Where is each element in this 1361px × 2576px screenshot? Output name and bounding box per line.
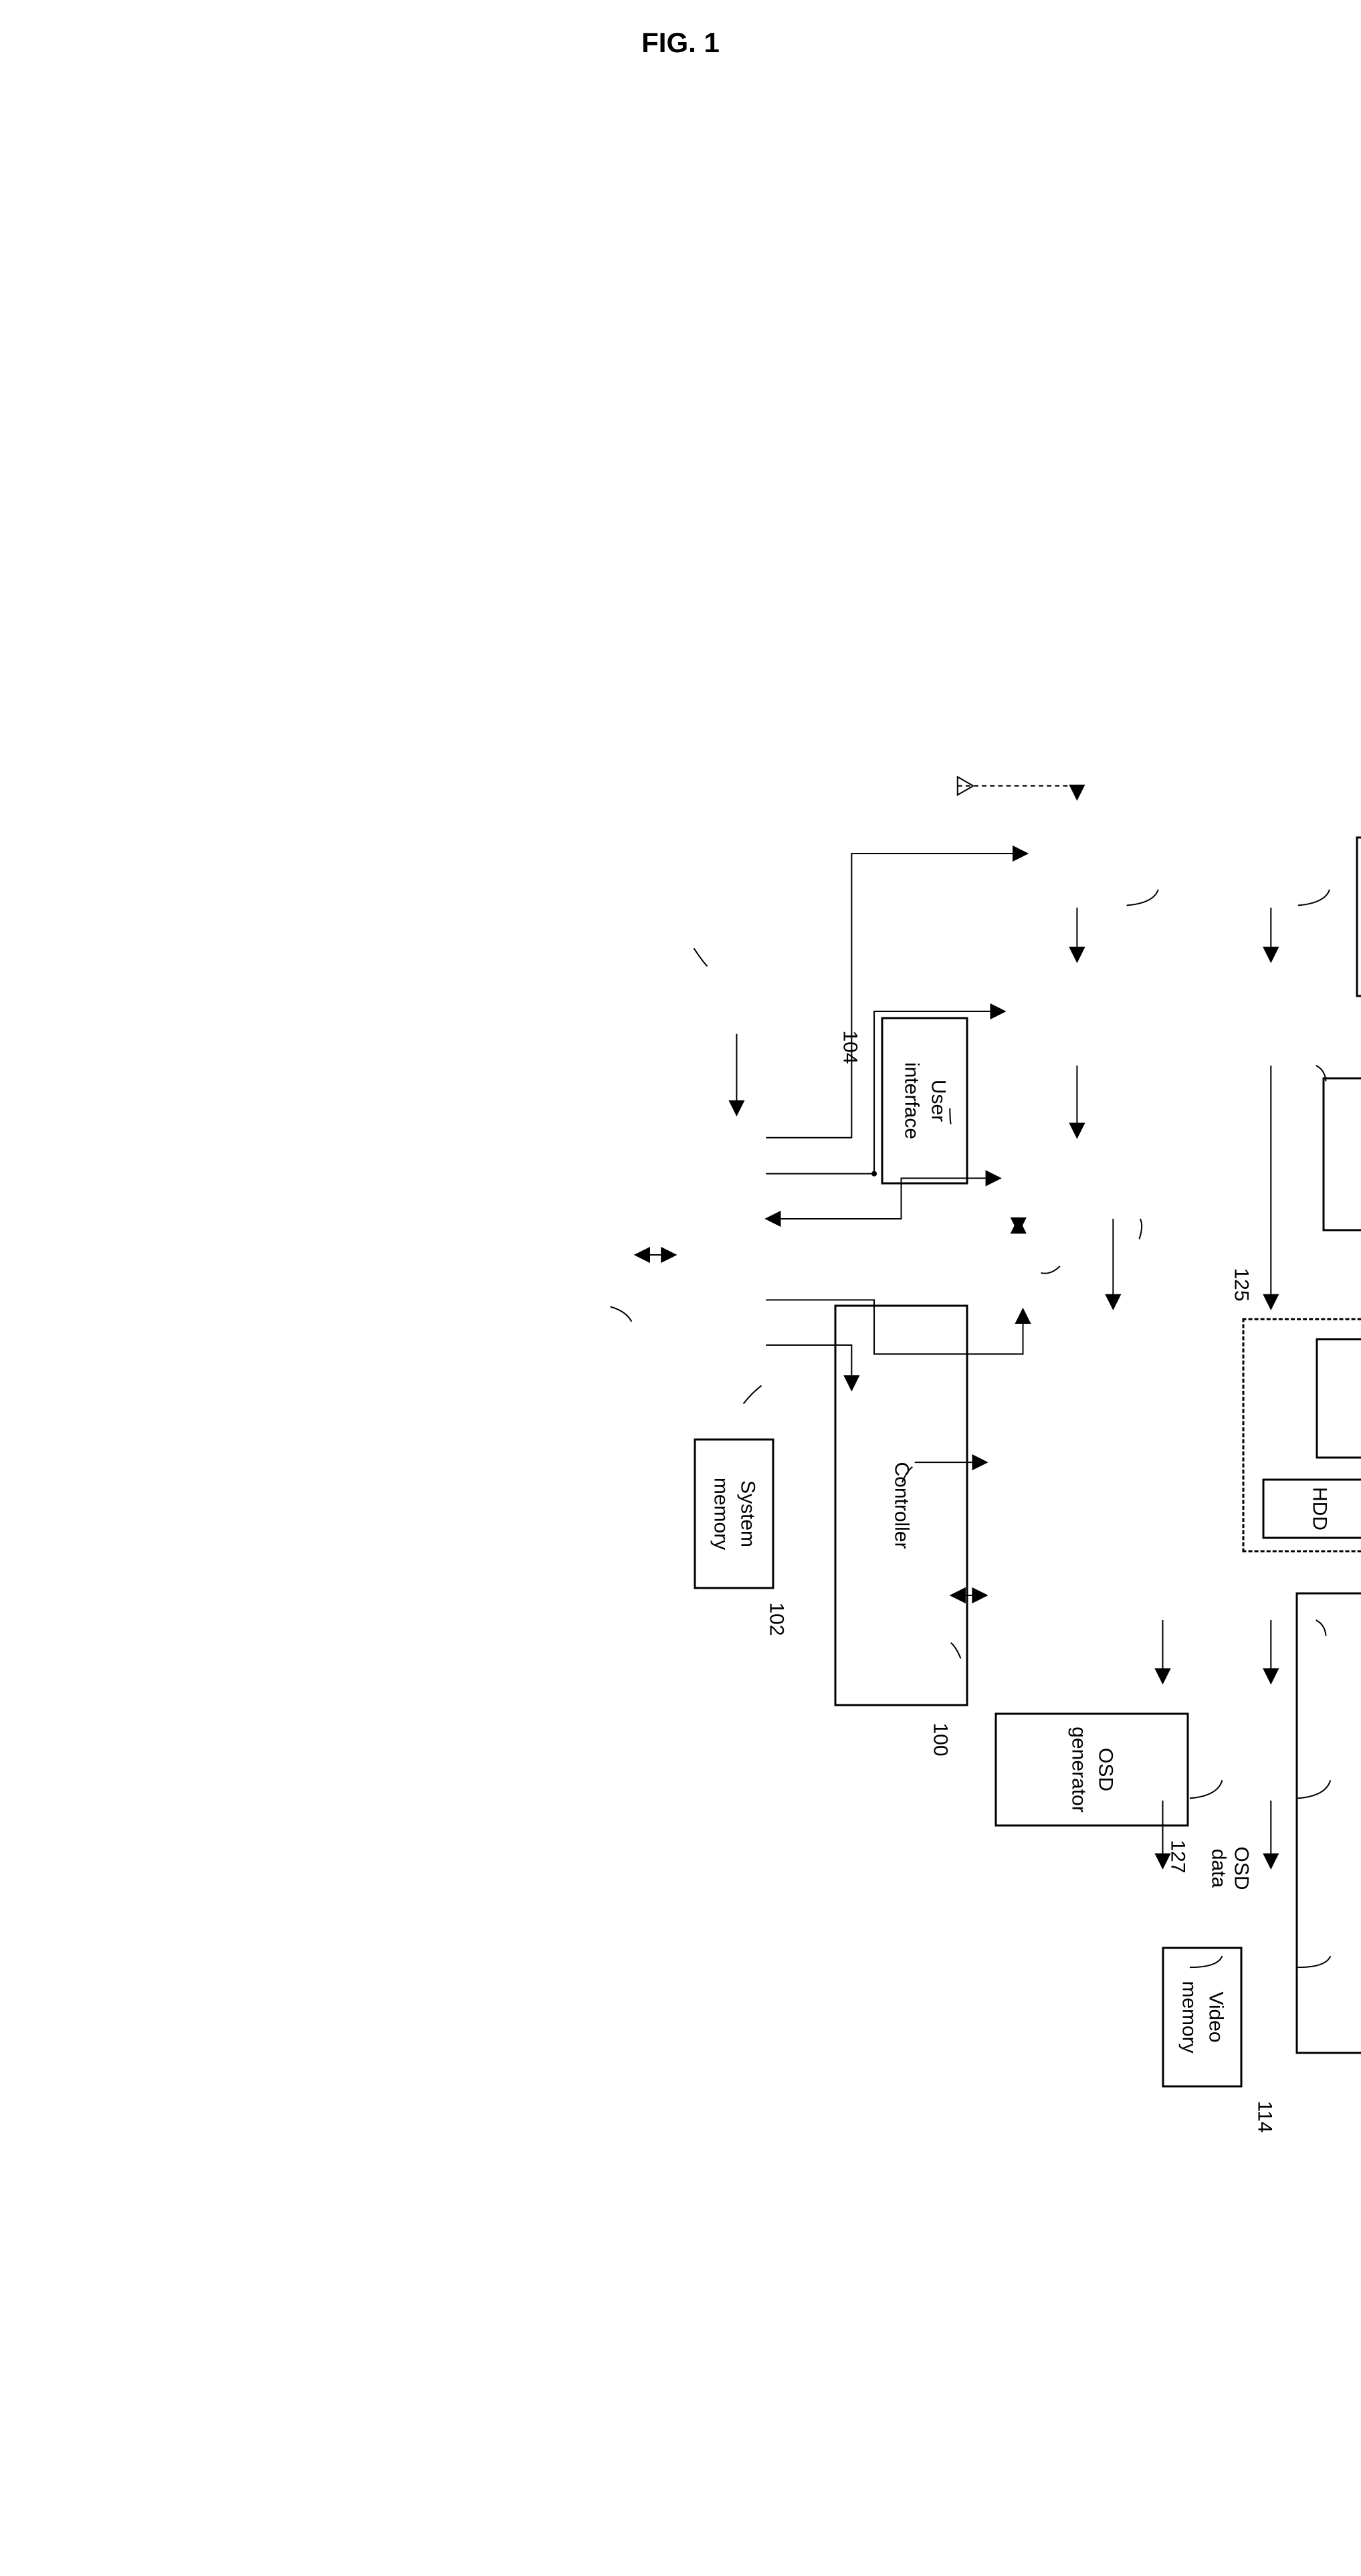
- block-mpeg: MPEG decoder andvideo/audio signal proce…: [1296, 1593, 1361, 2054]
- block-osd-gen: OSD generator: [995, 1713, 1189, 1827]
- figure-title: FIG. 1: [27, 27, 1334, 59]
- block-diagram: External signalinput port 108 Tuner 106 …: [32, 723, 1361, 2031]
- ref-video-mem: 114: [1253, 2101, 1276, 2133]
- block-user-if: Userinterface: [881, 1017, 968, 1185]
- block-pvr-ctrl: PVR controller: [1316, 1339, 1361, 1459]
- block-va-switch: Video/audiosignal switch: [1323, 1078, 1361, 1231]
- block-tuner: Tuner: [1356, 837, 1361, 997]
- ref-pvr-group: 125: [1230, 1268, 1253, 1302]
- ref-osd-gen: 127: [1166, 1840, 1189, 1874]
- block-label: Userinterface: [898, 1062, 952, 1139]
- block-label: HDD: [1305, 1487, 1333, 1530]
- block-label: OSD generator: [1065, 1715, 1119, 1825]
- block-label: Videomemory: [1175, 1981, 1229, 2053]
- block-label: Controller: [887, 1462, 915, 1549]
- block-controller: Controller: [835, 1305, 968, 1706]
- block-sys-mem: Systemmemory: [694, 1439, 774, 1589]
- block-video-mem: Videomemory: [1162, 1947, 1243, 2088]
- block-hdd: HDD: [1263, 1479, 1361, 1539]
- block-label: Systemmemory: [707, 1478, 761, 1550]
- ref-user-if: 104: [839, 1031, 861, 1064]
- ref-sys-mem: 102: [765, 1603, 788, 1636]
- osd-data-label: OSDdata: [1207, 1847, 1253, 1890]
- ref-controller: 100: [929, 1723, 952, 1757]
- wires: [32, 723, 1361, 2031]
